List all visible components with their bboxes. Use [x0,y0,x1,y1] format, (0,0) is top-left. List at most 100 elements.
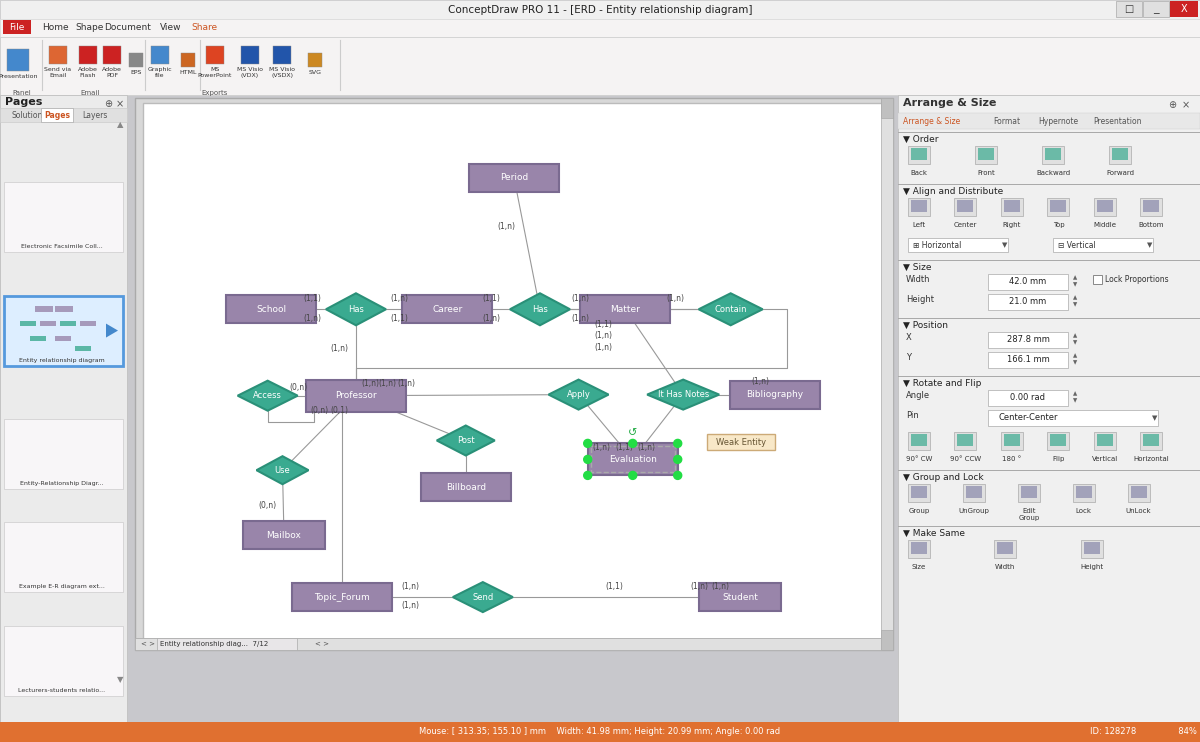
Bar [898,95,1200,742]
Bar [898,470,1200,471]
Text: □: □ [1124,4,1134,14]
Text: ▼: ▼ [1073,303,1078,307]
Polygon shape [647,380,719,410]
Text: ▼ Order: ▼ Order [904,135,938,144]
Bar [908,238,1008,252]
Bar [1097,200,1112,212]
Text: Format: Format [994,116,1020,125]
Bar [402,295,492,324]
Bar [730,381,820,409]
Text: (1,n): (1,n) [401,582,419,591]
Bar [4,295,124,366]
Text: Electronic Facsimile Coll...: Electronic Facsimile Coll... [22,244,103,249]
Bar [1048,198,1069,216]
Text: ▼ Position: ▼ Position [904,321,948,330]
Bar [1130,486,1147,498]
Text: (1,n): (1,n) [397,379,415,388]
Text: ▼: ▼ [1073,398,1078,404]
Bar [881,630,893,650]
Text: Entity-Relationship Diagr...: Entity-Relationship Diagr... [20,481,104,485]
Bar [962,484,985,502]
Text: Size: Size [912,564,926,570]
Bar [4,418,124,488]
Text: (1,n): (1,n) [482,315,500,324]
Bar [157,638,298,650]
Text: 0.00 rad: 0.00 rad [1010,393,1045,402]
Bar [898,184,1200,185]
Bar [590,447,674,473]
Text: ↺: ↺ [628,428,637,439]
Text: Bibliography: Bibliography [746,390,804,399]
Text: Lock: Lock [1075,508,1092,514]
Bar [134,638,881,650]
Text: Send via
Email: Send via Email [44,67,72,78]
Bar [700,583,781,611]
Circle shape [583,471,592,479]
Bar [1001,432,1022,450]
Bar [976,146,997,164]
Text: (0,n): (0,n) [311,407,329,416]
Text: Layers: Layers [82,111,107,119]
Text: Top: Top [1052,222,1064,228]
Text: ▼ Size: ▼ Size [904,263,931,272]
Text: HTML: HTML [179,70,197,75]
Text: ConceptDraw PRO 11 - [ERD - Entity relationship diagram]: ConceptDraw PRO 11 - [ERD - Entity relat… [448,5,752,15]
Text: Home: Home [42,22,68,31]
Polygon shape [238,381,298,410]
Bar [1094,432,1116,450]
Polygon shape [510,293,570,325]
Bar [103,46,121,64]
Text: ×: × [1182,100,1190,110]
Text: ▲: ▲ [1073,275,1078,280]
Text: (1,n): (1,n) [390,294,408,303]
Bar [908,540,930,558]
Text: Mouse: [ 313.35; 155.10 ] mm    Width: 41.98 mm; Height: 20.99 mm; Angle: 0.00 r: Mouse: [ 313.35; 155.10 ] mm Width: 41.9… [420,727,780,737]
Text: (1,n): (1,n) [751,377,769,386]
Bar [0,37,1200,95]
Text: Student: Student [722,593,758,602]
Text: Send: Send [473,593,493,602]
Bar [1050,200,1067,212]
Bar [898,526,1200,527]
Text: < >: < > [142,641,155,647]
Text: Contain: Contain [714,305,746,314]
Bar [151,46,169,64]
Text: (0,n): (0,n) [258,501,277,510]
Text: File: File [10,22,25,31]
Circle shape [583,439,592,447]
Text: Professor: Professor [335,391,377,400]
Text: 42.0 mm: 42.0 mm [1009,278,1046,286]
Bar [1004,434,1020,446]
Bar [911,434,928,446]
Bar [898,132,1200,133]
Bar [2,20,31,34]
Bar [1043,146,1064,164]
Text: Width: Width [906,275,930,283]
Bar [469,163,559,191]
Text: (1,n): (1,n) [401,601,419,610]
Bar [80,321,96,326]
Bar [0,19,1200,37]
Bar [1054,238,1153,252]
Text: ▼: ▼ [116,675,124,685]
Text: Lock Proportions: Lock Proportions [1105,275,1169,284]
Circle shape [583,456,592,464]
Bar [1084,542,1099,554]
Text: ▼ Group and Lock: ▼ Group and Lock [904,473,984,482]
Text: MS
PowerPoint: MS PowerPoint [198,67,232,78]
Text: Entity relationship diagram: Entity relationship diagram [19,358,104,363]
Bar [881,98,893,650]
Text: Has: Has [348,305,364,314]
Text: Matter: Matter [611,305,641,314]
Text: MS Visio
(VDX): MS Visio (VDX) [238,67,263,78]
Bar [134,98,893,650]
Text: Middle: Middle [1093,222,1116,228]
Text: ⊕: ⊕ [104,99,112,109]
Text: (1,n): (1,n) [667,294,685,303]
Bar [1018,484,1040,502]
Text: Height: Height [906,295,934,303]
Polygon shape [106,324,118,338]
Bar [997,542,1013,554]
Text: Hypernote: Hypernote [1038,116,1078,125]
Text: ⊟ Vertical: ⊟ Vertical [1058,240,1096,249]
